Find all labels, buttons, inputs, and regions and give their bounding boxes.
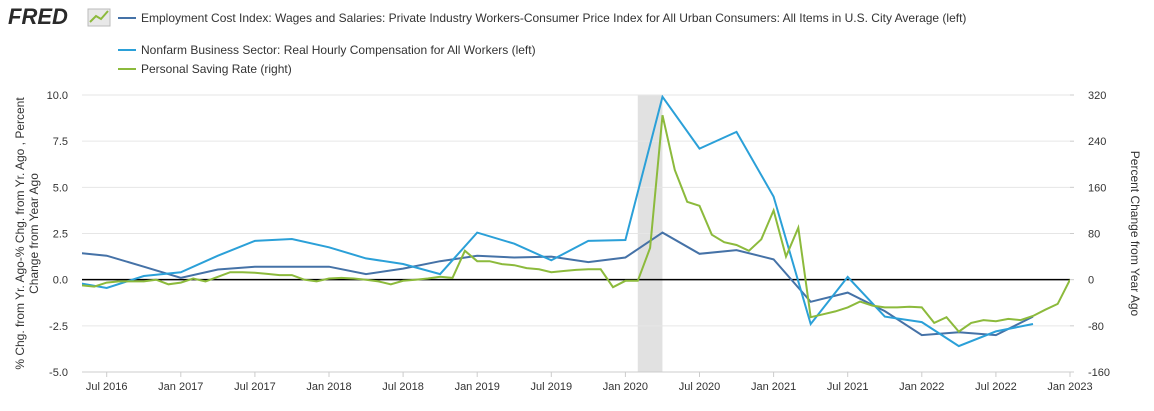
y-tick-label: 7.5 bbox=[53, 136, 68, 148]
legend-label: Personal Saving Rate (right) bbox=[141, 62, 292, 76]
series-line bbox=[82, 231, 1034, 337]
y-tick-label: -5.0 bbox=[49, 367, 68, 379]
x-tick-label: Jan 2019 bbox=[455, 381, 500, 393]
x-tick-label: Jan 2022 bbox=[899, 381, 944, 393]
x-tick-label: Jul 2016 bbox=[86, 381, 128, 393]
y2-tick-label: -160 bbox=[1088, 367, 1110, 379]
y2-tick-label: -80 bbox=[1088, 321, 1104, 333]
x-tick-label: Jul 2017 bbox=[234, 381, 276, 393]
x-tick-label: Jul 2021 bbox=[827, 381, 869, 393]
y2-tick-label: 0 bbox=[1088, 275, 1094, 287]
x-tick-label: Jul 2019 bbox=[531, 381, 573, 393]
plot-area bbox=[82, 95, 1070, 348]
x-tick-label: Jan 2023 bbox=[1047, 381, 1092, 393]
brand-icon bbox=[87, 8, 111, 27]
series-line bbox=[82, 95, 1034, 348]
series-line bbox=[82, 114, 1070, 333]
y-tick-label: 0.0 bbox=[53, 275, 68, 287]
x-tick-label: Jan 2021 bbox=[751, 381, 796, 393]
y2-tick-label: 240 bbox=[1088, 136, 1106, 148]
y2-axis-label: Percent Change from Year Ago bbox=[1128, 151, 1142, 317]
x-tick-label: Jan 2017 bbox=[158, 381, 203, 393]
y2-tick-label: 80 bbox=[1088, 229, 1100, 241]
legend-label: Employment Cost Index: Wages and Salarie… bbox=[141, 11, 966, 25]
x-tick-label: Jul 2018 bbox=[382, 381, 424, 393]
x-tick-label: Jan 2018 bbox=[306, 381, 351, 393]
y-tick-label: 2.5 bbox=[53, 229, 68, 241]
y2-tick-label: 320 bbox=[1088, 90, 1106, 102]
y-tick-label: 10.0 bbox=[47, 90, 68, 102]
y-tick-label: 5.0 bbox=[53, 182, 68, 194]
x-tick-label: Jul 2020 bbox=[679, 381, 721, 393]
legend-label: Nonfarm Business Sector: Real Hourly Com… bbox=[141, 43, 536, 57]
y-axis-label: Change from Year Ago bbox=[27, 173, 41, 294]
x-tick-label: Jul 2022 bbox=[975, 381, 1017, 393]
x-tick-label: Jan 2020 bbox=[603, 381, 648, 393]
brand-logo[interactable]: FRED bbox=[8, 4, 68, 29]
y-tick-label: -2.5 bbox=[49, 321, 68, 333]
y2-tick-label: 160 bbox=[1088, 182, 1106, 194]
y-axis-label: % Chg. from Yr. Ago-% Chg. from Yr. Ago … bbox=[13, 97, 27, 370]
